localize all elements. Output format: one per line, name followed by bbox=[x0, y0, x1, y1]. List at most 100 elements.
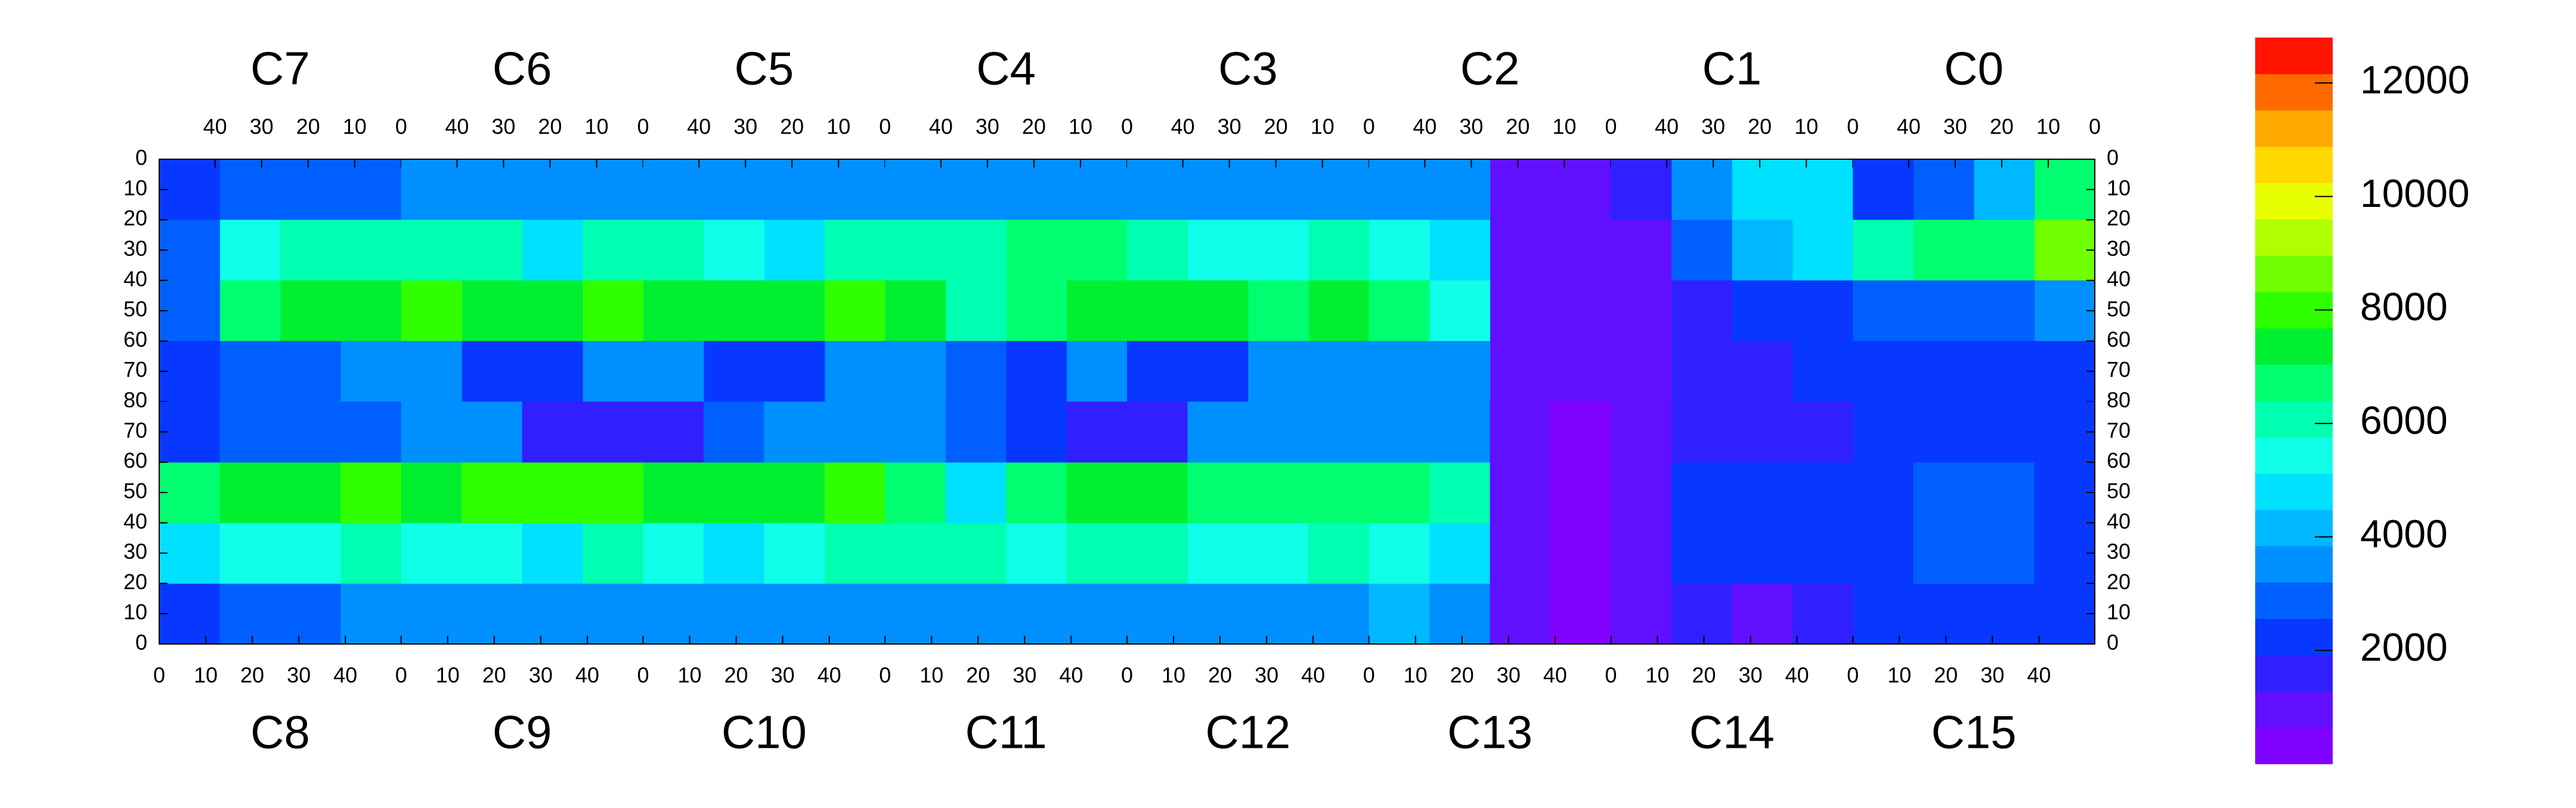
x-tick-label: 10 bbox=[436, 663, 460, 688]
heat-cell bbox=[1187, 340, 1249, 402]
y-tick-label: 0 bbox=[135, 145, 147, 170]
heat-cell bbox=[462, 219, 523, 281]
heat-cell bbox=[1792, 340, 1853, 402]
y-tick-label: 0 bbox=[2107, 630, 2119, 655]
colorbar-band bbox=[2255, 182, 2333, 219]
colorbar-band bbox=[2255, 546, 2333, 583]
heat-cell bbox=[824, 522, 886, 584]
heat-cell bbox=[159, 583, 220, 645]
heat-cell bbox=[401, 401, 462, 463]
x-tick-label: 40 bbox=[1655, 114, 1679, 139]
heat-cell bbox=[219, 219, 281, 281]
y-tick-label: 60 bbox=[123, 327, 147, 351]
heat-cell bbox=[1611, 340, 1672, 402]
x-tick-label: 40 bbox=[1897, 114, 1921, 139]
heat-cell bbox=[340, 462, 402, 524]
y-tick-label: 10 bbox=[123, 175, 147, 200]
colorbar-band bbox=[2255, 146, 2333, 184]
y-tick-label: 30 bbox=[2107, 236, 2131, 261]
heat-cell bbox=[280, 522, 341, 584]
heat-cell bbox=[1611, 159, 1672, 221]
heat-cell bbox=[1006, 280, 1067, 342]
heat-cell bbox=[340, 340, 402, 402]
y-tick-label: 50 bbox=[123, 297, 147, 321]
heat-cell bbox=[2034, 219, 2095, 281]
heat-cell bbox=[1127, 583, 1188, 645]
heat-cell bbox=[1913, 280, 1974, 342]
heat-cell bbox=[1006, 340, 1067, 402]
heat-cell bbox=[1006, 219, 1067, 281]
heat-cell bbox=[1913, 219, 1974, 281]
y-tick-label: 60 bbox=[123, 448, 147, 473]
heat-cell bbox=[1066, 219, 1128, 281]
heat-cell bbox=[1368, 219, 1430, 281]
x-tick-label: 0 bbox=[1847, 114, 1859, 139]
heat-cell bbox=[1308, 401, 1370, 463]
x-tick-label: 30 bbox=[1701, 114, 1725, 139]
heat-cell bbox=[1550, 583, 1611, 645]
x-tick-label: 0 bbox=[637, 663, 649, 688]
heat-cell bbox=[159, 522, 220, 584]
heat-cell bbox=[764, 159, 825, 221]
x-tick-label: 20 bbox=[1208, 663, 1232, 688]
x-tick-label: 30 bbox=[1255, 663, 1278, 688]
colorbar-tick-label: 12000 bbox=[2360, 58, 2470, 102]
heat-cell bbox=[583, 401, 643, 463]
heat-cell bbox=[1611, 401, 1672, 463]
heat-cell bbox=[401, 219, 462, 281]
heat-cell bbox=[1127, 159, 1188, 221]
heat-cell bbox=[703, 401, 764, 463]
heat-cell bbox=[2034, 280, 2095, 342]
heat-cell bbox=[1247, 159, 1309, 221]
y-tick-label: 10 bbox=[2107, 175, 2131, 200]
x-tick-label: 30 bbox=[1013, 663, 1036, 688]
colorbar-band bbox=[2255, 364, 2333, 401]
heat-cell bbox=[1490, 401, 1551, 463]
heat-cell bbox=[159, 159, 220, 221]
x-tick-label: 20 bbox=[240, 663, 264, 688]
heat-cell bbox=[1913, 401, 1974, 463]
heat-cell bbox=[945, 219, 1007, 281]
heat-cell bbox=[280, 583, 341, 645]
heat-cell bbox=[1429, 462, 1491, 524]
heat-cell bbox=[1671, 522, 1732, 584]
colorbar-band bbox=[2255, 691, 2333, 728]
heat-cell bbox=[462, 583, 523, 645]
x-tick-label: 40 bbox=[333, 663, 357, 688]
heat-cell bbox=[462, 340, 523, 402]
heat-cell bbox=[1066, 340, 1128, 402]
x-tick-label: 10 bbox=[1069, 114, 1092, 139]
heat-cell bbox=[885, 401, 946, 463]
heat-cell bbox=[1913, 583, 1974, 645]
heat-cell bbox=[462, 462, 523, 524]
heat-cell bbox=[280, 401, 341, 463]
heat-cell bbox=[1671, 462, 1732, 524]
heat-cell bbox=[280, 340, 341, 402]
x-tick-label: 30 bbox=[1739, 663, 1763, 688]
chip-label: C13 bbox=[1447, 706, 1532, 759]
chip-label: C1 bbox=[1702, 42, 1762, 95]
colorbar-band bbox=[2255, 655, 2333, 692]
heat-cell bbox=[1611, 219, 1672, 281]
heat-cell bbox=[1974, 462, 2035, 524]
y-tick-label: 10 bbox=[123, 600, 147, 624]
heat-cell bbox=[219, 583, 281, 645]
heat-cell bbox=[401, 583, 462, 645]
x-tick-label: 10 bbox=[1311, 114, 1335, 139]
x-tick-label: 20 bbox=[780, 114, 804, 139]
heat-cell bbox=[462, 280, 523, 342]
heat-cell bbox=[2034, 340, 2095, 402]
colorbar-band bbox=[2255, 582, 2333, 619]
heat-cell bbox=[1187, 583, 1249, 645]
x-tick-label: 40 bbox=[2027, 663, 2051, 688]
heat-cell bbox=[522, 280, 583, 342]
heat-cell bbox=[824, 462, 886, 524]
heat-cell bbox=[1187, 522, 1249, 584]
heat-cell bbox=[2034, 583, 2095, 645]
x-tick-label: 20 bbox=[1450, 663, 1474, 688]
x-tick-label: 30 bbox=[771, 663, 795, 688]
heat-cell bbox=[945, 401, 1007, 463]
heat-cell bbox=[1611, 522, 1672, 584]
heat-cell bbox=[522, 340, 583, 402]
colorbar-band bbox=[2255, 38, 2333, 75]
